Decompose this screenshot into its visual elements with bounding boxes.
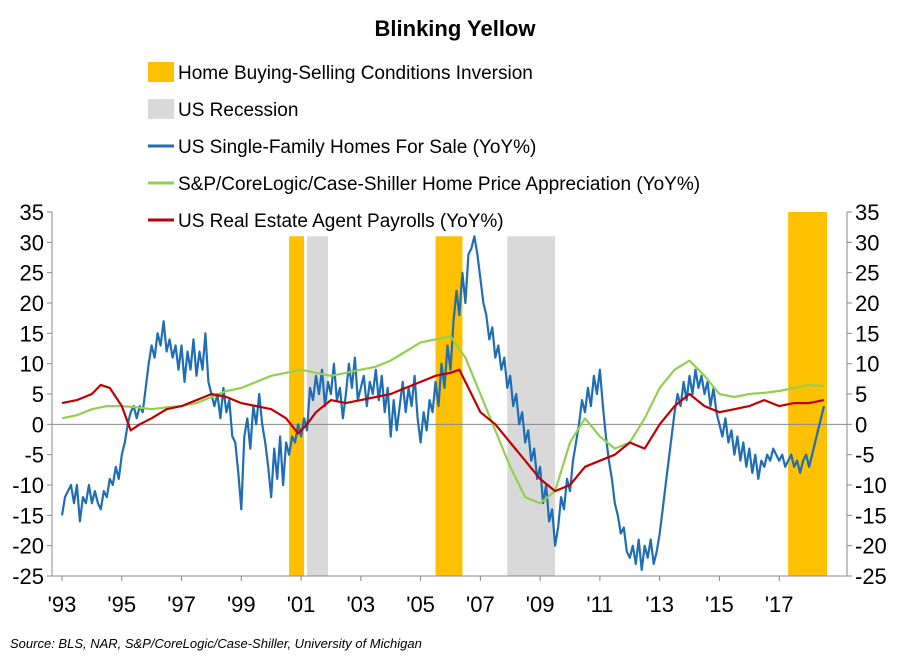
y-tick-label-right: -15	[855, 503, 887, 528]
x-tick-label: '11	[586, 592, 613, 617]
y-tick-label-right: 30	[855, 230, 879, 255]
y-tick-label-right: -25	[855, 564, 887, 589]
series-lines	[60, 235, 826, 571]
y-tick-label-right: 20	[855, 291, 879, 316]
x-tick-label: '17	[765, 592, 794, 617]
y-tick-label-left: -25	[12, 564, 44, 589]
source-note: Source: BLS, NAR, S&P/CoreLogic/Case-Shi…	[10, 636, 422, 651]
legend-label-4: US Real Estate Agent Payrolls (YoY%)	[178, 211, 504, 232]
legend-swatch-1	[148, 99, 174, 119]
y-tick-label-left: -5	[24, 443, 44, 468]
series-line-2	[61, 368, 825, 493]
x-tick-label: '15	[705, 592, 734, 617]
y-tick-label-left: 25	[20, 261, 44, 286]
band-recession-3	[507, 236, 556, 576]
y-tick-label-left: 10	[20, 352, 44, 377]
x-tick-label: '97	[167, 592, 196, 617]
legend-label-0: Home Buying-Selling Conditions Inversion	[178, 63, 533, 84]
x-tick-label: '05	[406, 592, 435, 617]
series-line-0	[60, 235, 826, 571]
band-recession-1	[307, 236, 328, 576]
x-tick-label: '13	[645, 592, 674, 617]
y-tick-label-right: 15	[855, 321, 879, 346]
legend-swatch-0	[148, 62, 174, 82]
x-tick-label: '03	[346, 592, 375, 617]
y-tick-label-right: 10	[855, 352, 879, 377]
y-tick-label-left: 30	[20, 230, 44, 255]
x-tick-label: '99	[227, 592, 256, 617]
band-inversion-0	[289, 236, 305, 576]
y-tick-label-right: 0	[855, 412, 867, 437]
x-tick-label: '95	[107, 592, 136, 617]
y-tick-label-left: -15	[12, 503, 44, 528]
y-tick-label-right: 5	[855, 382, 867, 407]
y-tick-label-left: 0	[32, 412, 44, 437]
x-tick-label: '93	[48, 592, 77, 617]
bands	[289, 212, 828, 576]
band-inversion-2	[435, 236, 463, 576]
x-tick-label: '01	[287, 592, 316, 617]
axes: 35 35 30 30 25 25 20 20 15 15 10 10 5 5 0 0 -5 -5 -10 -10 -1…	[12, 200, 887, 617]
legend-label-1: US Recession	[178, 100, 298, 121]
y-tick-label-left: 35	[20, 200, 44, 225]
y-tick-label-left: 20	[20, 291, 44, 316]
series-line-1	[61, 335, 825, 505]
x-tick-label: '07	[466, 592, 495, 617]
band-inversion-4	[788, 212, 828, 576]
legend-label-2: US Single-Family Homes For Sale (YoY%)	[178, 137, 536, 158]
y-tick-label-left: 15	[20, 321, 44, 346]
y-tick-label-left: 5	[32, 382, 44, 407]
x-tick-label: '09	[526, 592, 555, 617]
legend-label-3: S&P/CoreLogic/Case-Shiller Home Price Ap…	[178, 174, 700, 195]
legend: Home Buying-Selling Conditions Inversion…	[148, 62, 700, 232]
y-tick-label-left: -20	[12, 534, 44, 559]
y-tick-label-right: -20	[855, 534, 887, 559]
y-tick-label-right: 25	[855, 261, 879, 286]
y-tick-label-left: -10	[12, 473, 44, 498]
y-tick-label-right: -10	[855, 473, 887, 498]
y-tick-label-right: -5	[855, 443, 875, 468]
y-tick-label-right: 35	[855, 200, 879, 225]
chart-title: Blinking Yellow	[375, 16, 537, 41]
